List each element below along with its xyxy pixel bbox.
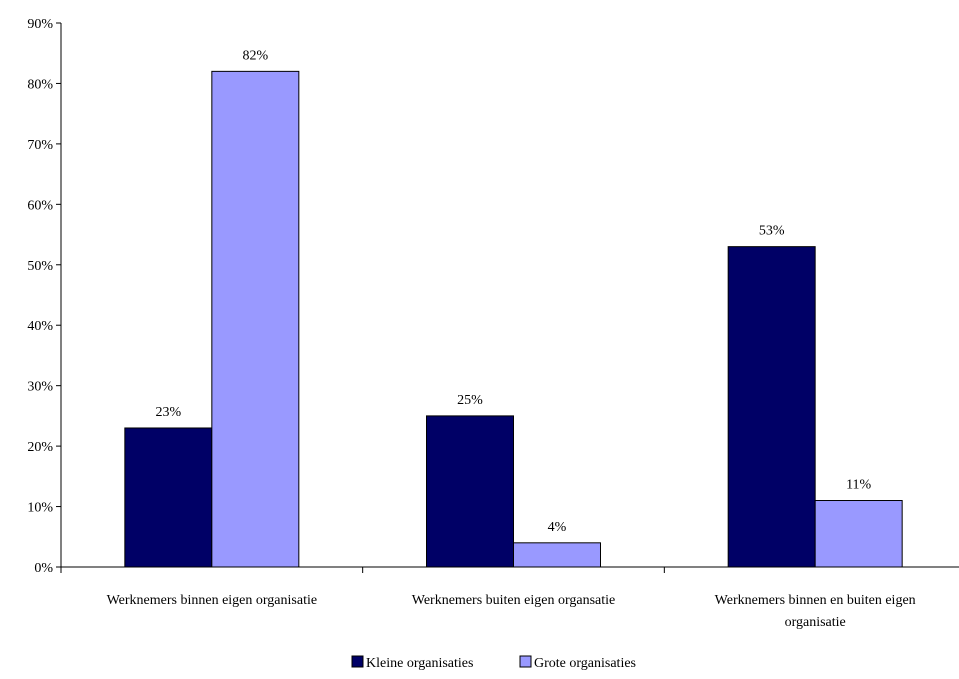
bar-grote-0 bbox=[211, 70, 300, 568]
y-tick-label: 10% bbox=[27, 501, 53, 516]
bar-grote-2 bbox=[814, 500, 903, 568]
data-label: 53% bbox=[759, 224, 785, 239]
legend-label: Kleine organisaties bbox=[366, 656, 473, 671]
legend-swatch bbox=[351, 655, 364, 668]
legend: Kleine organisaties Grote organisaties bbox=[351, 655, 636, 671]
data-label: 82% bbox=[242, 48, 268, 63]
bar-grote-1 bbox=[513, 542, 601, 568]
axes-layer bbox=[56, 22, 959, 573]
x-category-label: Werknemers binnen eigen organisatie bbox=[107, 593, 318, 608]
data-label: 11% bbox=[846, 478, 871, 493]
y-tick-label: 60% bbox=[27, 198, 53, 213]
y-tick-label: 0% bbox=[34, 561, 53, 576]
legend-swatch bbox=[519, 655, 532, 668]
y-tick-label: 30% bbox=[27, 380, 53, 395]
legend-label: Grote organisaties bbox=[534, 656, 636, 671]
y-tick-label: 50% bbox=[27, 259, 53, 274]
bars-layer bbox=[124, 70, 903, 568]
y-tick-label: 20% bbox=[27, 440, 53, 455]
bar-kleine-1 bbox=[426, 415, 514, 568]
bar-kleine-0 bbox=[124, 427, 213, 568]
y-tick-label: 80% bbox=[27, 77, 53, 92]
data-label: 23% bbox=[155, 405, 181, 420]
data-label: 4% bbox=[548, 520, 567, 535]
data-label: 25% bbox=[457, 393, 483, 408]
y-tick-label: 70% bbox=[27, 138, 53, 153]
x-category-label: Werknemers buiten eigen organsatie bbox=[412, 593, 616, 608]
y-tick-label: 40% bbox=[27, 319, 53, 334]
x-category-label: organisatie bbox=[785, 615, 846, 630]
y-tick-label: 90% bbox=[27, 17, 53, 32]
labels-layer: 23% 25% 53% 82% 4% 11% 0% 10% 20% 30% 40% 50% 60% 70%… bbox=[27, 17, 915, 630]
x-category-label: Werknemers binnen en buiten eigen bbox=[715, 593, 916, 608]
bar-kleine-2 bbox=[727, 246, 816, 568]
